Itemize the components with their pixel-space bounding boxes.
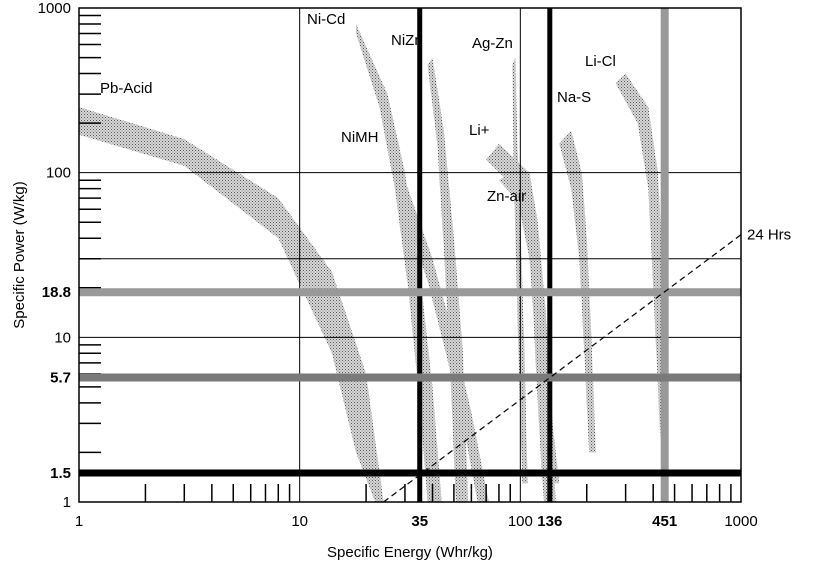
x-tick-label-0: 1: [75, 513, 83, 530]
x-tick-label-4: 136: [537, 513, 562, 530]
x-tick-label-1: 10: [291, 513, 308, 530]
region-label-7: Na-S: [557, 89, 591, 106]
grid-lines: [79, 8, 741, 502]
y-tick-label-4: 18.8: [42, 284, 71, 301]
reference-lines: [79, 8, 741, 502]
region-8: [615, 73, 665, 437]
region-label-6: Zn-air: [487, 188, 526, 205]
annotation-24hrs: 24 Hrs: [383, 227, 791, 503]
x-tick-label-3: 100: [508, 513, 533, 530]
y-axis-title: Specific Power (W/kg): [11, 181, 28, 329]
x-tick-label-6: 1000: [724, 513, 757, 530]
region-label-0: Pb-Acid: [100, 80, 153, 97]
region-0: [79, 107, 384, 502]
region-label-5: Li+: [469, 122, 490, 139]
region-1: [405, 180, 489, 502]
region-label-3: NiZn: [391, 32, 423, 49]
region-3: [427, 57, 469, 502]
y-tick-label-6: 1000: [38, 0, 71, 17]
x-tick-label-2: 35: [411, 513, 428, 530]
region-label-8: Li-Cl: [585, 53, 616, 70]
annotation-label: 24 Hrs: [747, 227, 791, 244]
region-6: [498, 172, 556, 502]
region-labels: Pb-Acid NiMH Ni-Cd NiZn Ag-Zn Li+ Zn-air Na-S Li…: [100, 11, 616, 205]
y-tick-label-5: 100: [46, 165, 71, 182]
y-tick-label-0: 1: [63, 494, 71, 511]
y-tick-label-1: 1.5: [50, 465, 71, 482]
y-tick-label-3: 10: [54, 329, 71, 346]
y-tick-label-2: 5.7: [50, 370, 71, 387]
x-axis-title: Specific Energy (Whr/kg): [327, 544, 493, 561]
region-label-4: Ag-Zn: [472, 35, 513, 52]
x-tick-label-5: 451: [652, 513, 677, 530]
region-7: [559, 130, 596, 453]
minor-ticks: [79, 14, 732, 502]
region-label-1: NiMH: [341, 129, 379, 146]
region-label-2: Ni-Cd: [307, 11, 345, 28]
annotation-line: [383, 234, 742, 503]
plot-frame: [78, 7, 742, 503]
